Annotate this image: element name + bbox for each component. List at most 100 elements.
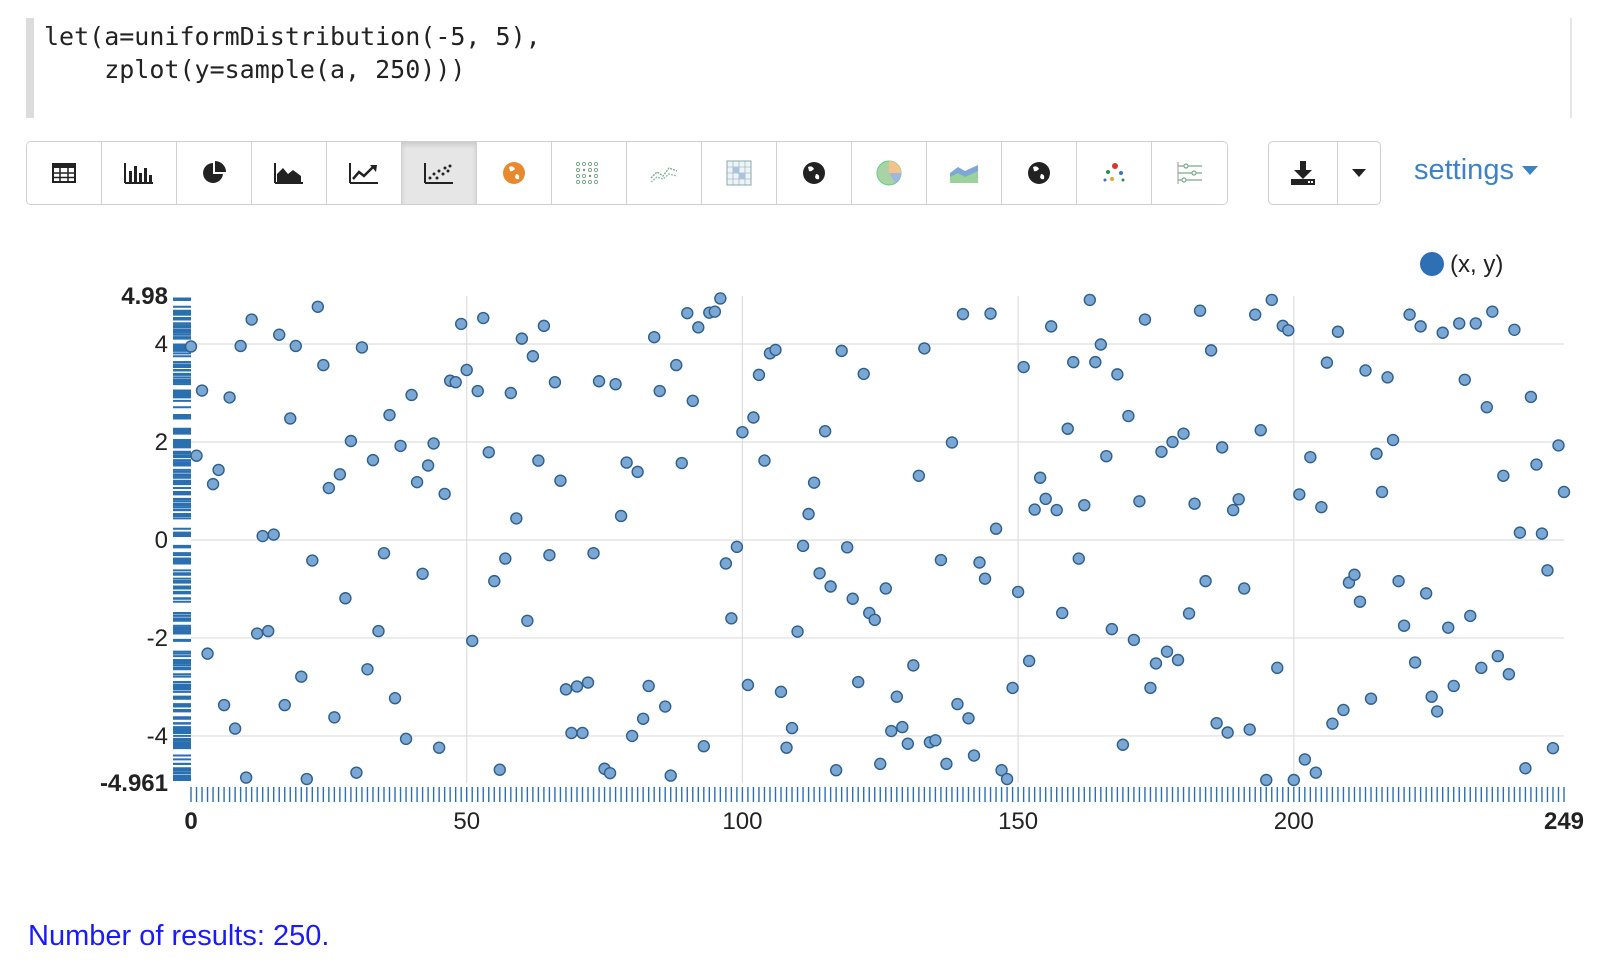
data-point <box>339 592 352 605</box>
data-point <box>962 712 975 725</box>
data-point <box>1160 645 1174 658</box>
data-point <box>300 772 313 786</box>
x-tick-label: 150 <box>998 808 1038 830</box>
multi-line-icon <box>650 167 678 183</box>
data-point <box>730 540 744 554</box>
data-point <box>1486 305 1499 318</box>
y-tick-label: -2 <box>147 625 168 652</box>
globe-button[interactable] <box>777 142 852 204</box>
data-point <box>1337 703 1350 717</box>
code-scroll-edge <box>1570 18 1572 118</box>
data-point <box>206 477 220 491</box>
code-cell[interactable]: let(a=uniformDistribution(-5, 5), zplot(… <box>26 18 1586 118</box>
data-point <box>603 766 617 780</box>
stacked-area-button[interactable] <box>927 142 1002 204</box>
table-view-button[interactable] <box>27 142 102 204</box>
multi-line-button[interactable] <box>627 142 702 204</box>
bubble-button[interactable] <box>1077 142 1152 204</box>
data-point <box>934 553 948 567</box>
data-point <box>741 678 755 692</box>
data-point <box>1524 390 1538 404</box>
data-point <box>785 721 799 735</box>
data-point <box>1061 422 1074 435</box>
data-point <box>1320 356 1334 369</box>
heatmap-button[interactable] <box>702 142 777 204</box>
data-point <box>1193 304 1207 317</box>
scatter-chart-button[interactable] <box>402 142 477 204</box>
data-point <box>1232 493 1245 506</box>
data-point <box>482 446 495 459</box>
data-point <box>1210 716 1223 730</box>
data-point <box>438 487 451 501</box>
line-chart-button[interactable] <box>327 142 402 204</box>
pie-chart-button[interactable] <box>177 142 252 204</box>
scatter-matrix-button[interactable] <box>552 142 627 204</box>
caret-down-icon <box>1352 169 1366 177</box>
data-point <box>1144 681 1157 695</box>
data-point <box>460 363 473 377</box>
x-tick-label: 249 <box>1544 808 1584 830</box>
data-point <box>1430 705 1444 718</box>
data-point <box>328 711 341 724</box>
data-point <box>1287 773 1301 787</box>
data-point <box>1557 485 1571 499</box>
bar-chart-icon <box>124 163 153 184</box>
data-point <box>857 367 870 381</box>
data-point <box>659 700 672 713</box>
data-point <box>273 328 286 341</box>
data-point <box>234 339 247 353</box>
data-point <box>609 377 622 391</box>
data-point <box>565 726 578 740</box>
data-point <box>791 625 804 638</box>
data-point <box>421 459 435 472</box>
data-point <box>306 554 319 567</box>
data-point <box>1006 681 1019 695</box>
x-tick-label: 0 <box>184 808 197 830</box>
download-button[interactable] <box>1269 142 1338 204</box>
pie-alt-button[interactable] <box>852 142 927 204</box>
data-point <box>1491 649 1505 663</box>
data-point <box>631 465 644 479</box>
data-point <box>228 722 242 735</box>
data-point <box>1475 661 1488 675</box>
data-point <box>1199 574 1212 588</box>
data-point <box>1469 317 1482 330</box>
code-editor[interactable]: let(a=uniformDistribution(-5, 5), zplot(… <box>44 20 541 86</box>
data-point <box>1552 439 1565 452</box>
data-point <box>736 425 749 439</box>
data-point <box>1535 527 1549 540</box>
data-point <box>1508 323 1521 337</box>
x-tick-label: 100 <box>722 808 762 830</box>
settings-label: settings <box>1414 154 1514 186</box>
data-point <box>1453 317 1466 330</box>
axes: 0 50 100 150 200 249 4.98 4 2 0 -2 -4 -4.961 <box>100 283 1584 830</box>
data-point <box>493 763 506 776</box>
download-button-group <box>1268 141 1381 205</box>
data-point <box>1122 409 1135 423</box>
map-button[interactable] <box>477 142 552 204</box>
legend-label: (x, y) <box>1450 251 1503 278</box>
data-point <box>592 375 606 388</box>
data-point <box>1458 373 1471 386</box>
data-point <box>1419 587 1433 600</box>
data-point <box>372 624 385 638</box>
bar-chart-button[interactable] <box>102 142 177 204</box>
data-point <box>1254 424 1267 437</box>
data-point <box>261 624 275 638</box>
data-point <box>1067 355 1080 369</box>
parallel-coords-button[interactable] <box>1152 142 1227 204</box>
download-options-button[interactable] <box>1338 142 1380 204</box>
data-point <box>267 528 280 541</box>
data-point <box>907 659 920 672</box>
data-point <box>284 412 297 425</box>
area-chart-button[interactable] <box>252 142 327 204</box>
data-point <box>846 592 859 605</box>
data-point <box>322 481 336 495</box>
data-point <box>636 712 650 725</box>
data-point <box>752 368 766 382</box>
data-point <box>1282 324 1295 337</box>
heatmap-grid-icon <box>726 160 752 186</box>
globe-alt-button[interactable] <box>1002 142 1077 204</box>
data-point <box>195 384 209 397</box>
settings-dropdown[interactable]: settings <box>1414 154 1538 187</box>
